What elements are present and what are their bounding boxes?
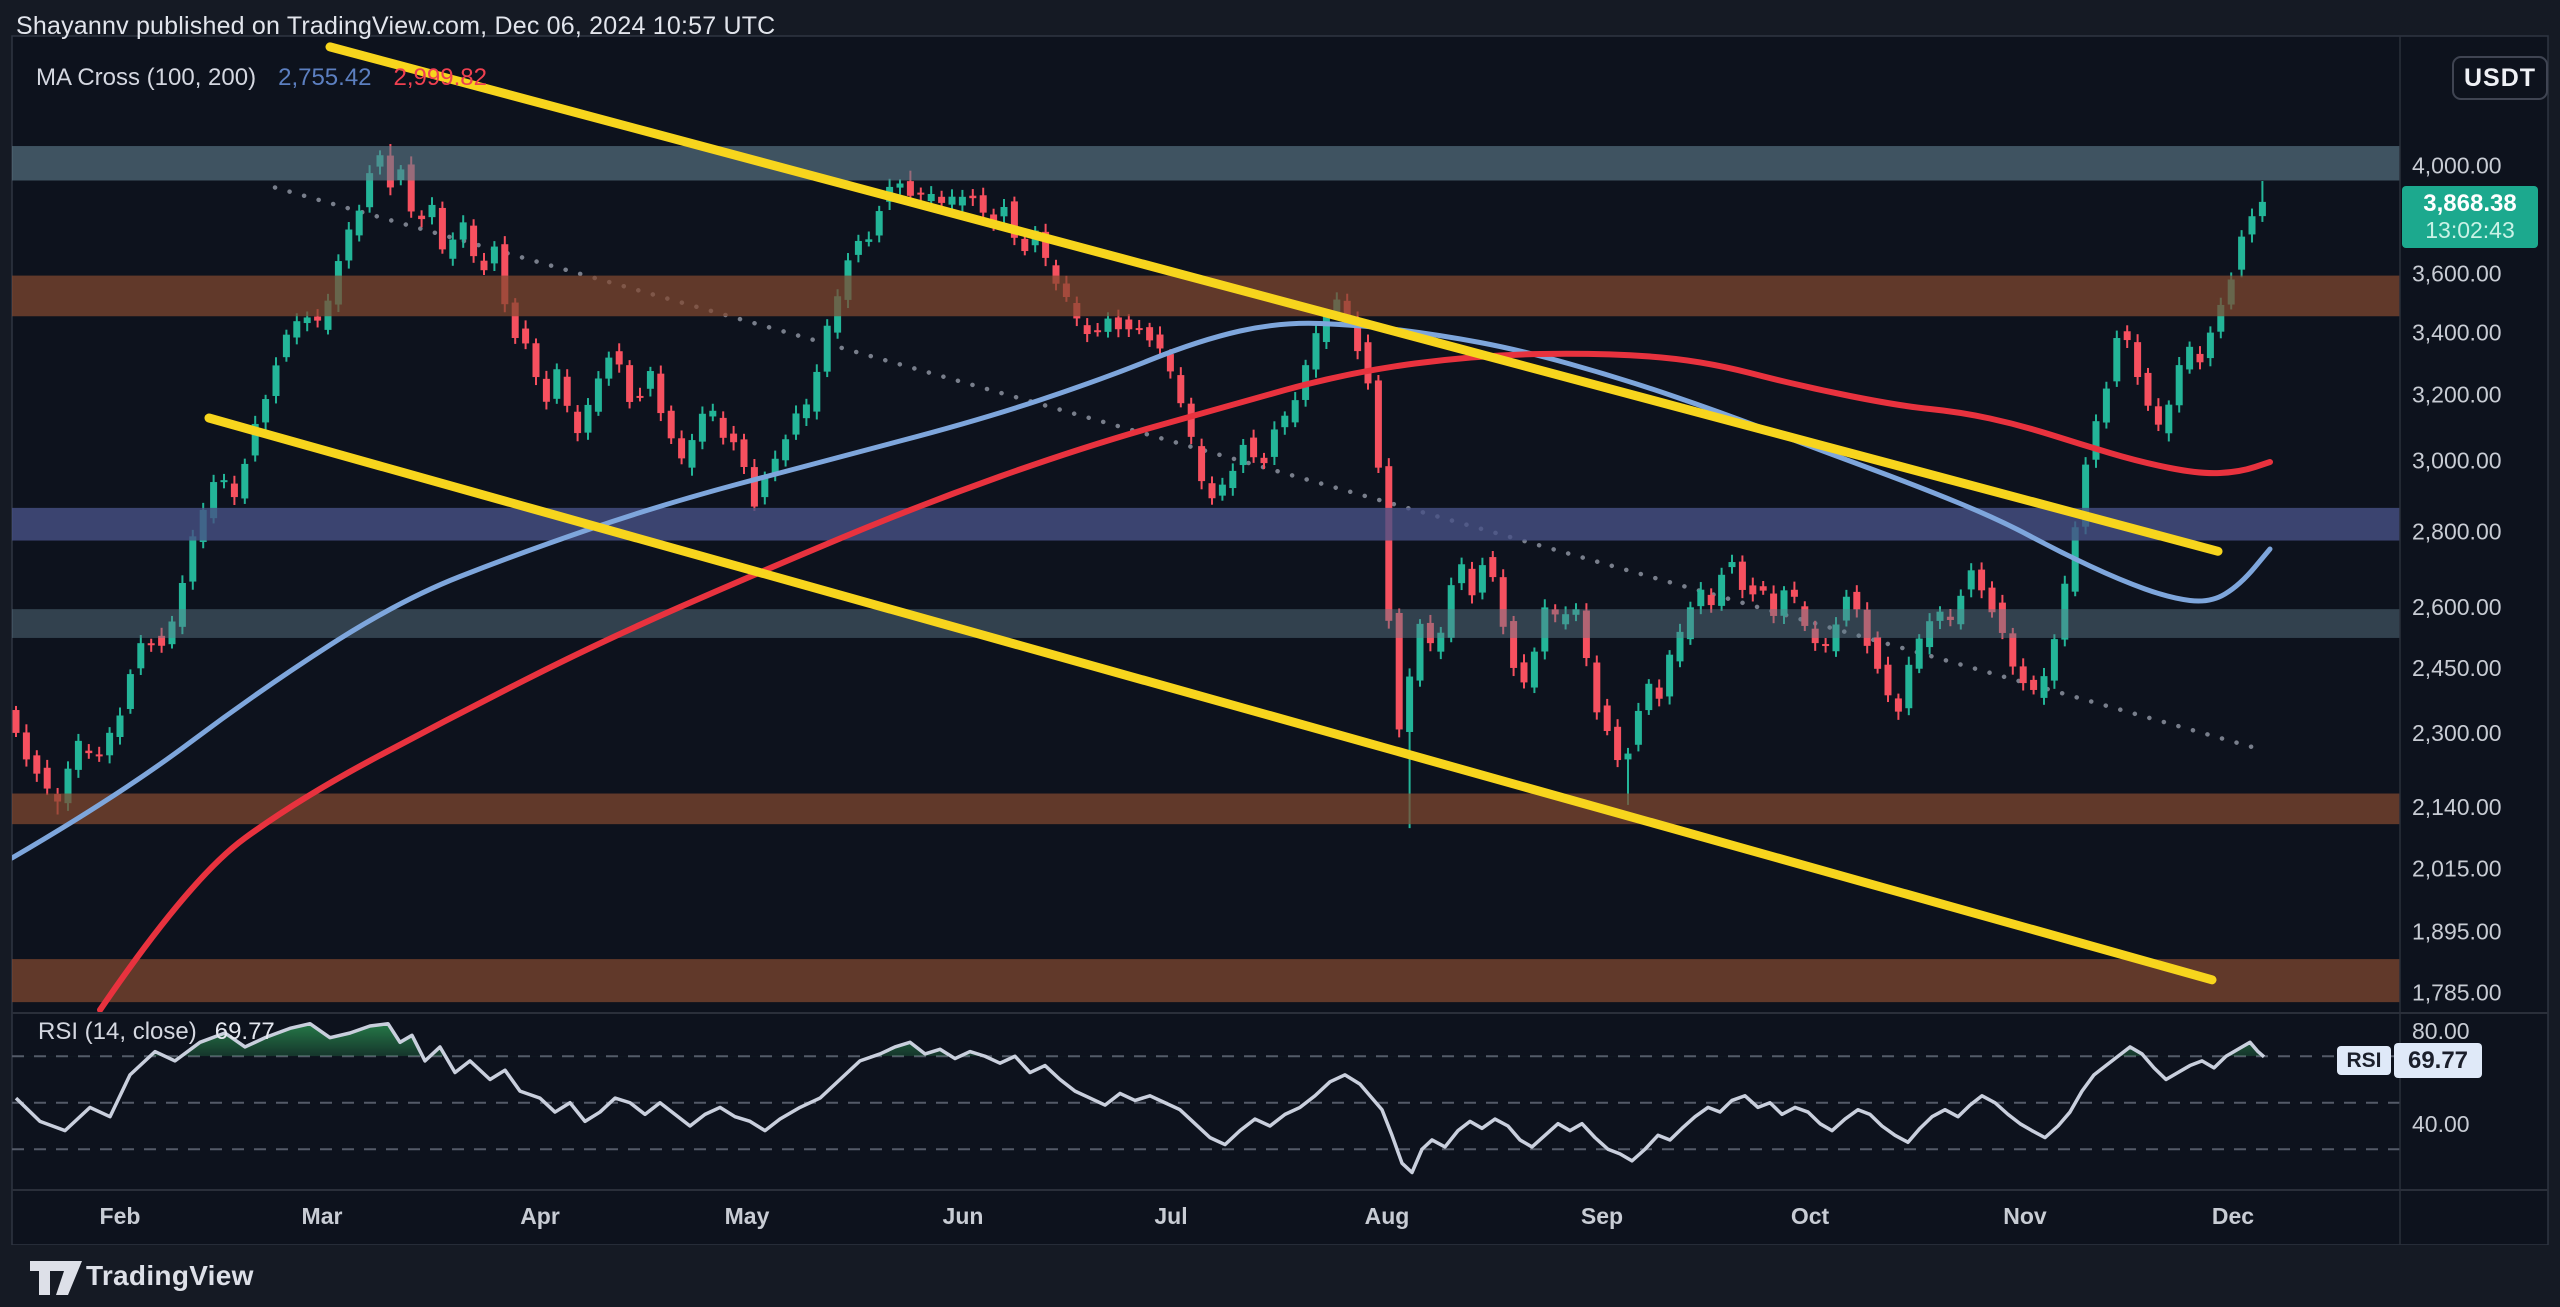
zone-level-2800[interactable] bbox=[12, 507, 2400, 541]
price-tick: 4,000.00 bbox=[2412, 153, 2502, 179]
month-label-Jul: Jul bbox=[1154, 1203, 1187, 1229]
last-price-value: 3,868.38 bbox=[2423, 190, 2517, 217]
price-tick: 2,450.00 bbox=[2412, 655, 2502, 681]
month-label-Oct: Oct bbox=[1791, 1203, 1830, 1229]
rsi-indicator-value: 69.77 bbox=[214, 1018, 275, 1045]
footer: TradingView bbox=[0, 1245, 2560, 1307]
zone-support-2140[interactable] bbox=[12, 793, 2400, 825]
month-label-Apr: Apr bbox=[520, 1203, 560, 1229]
channel-lower-trendline[interactable] bbox=[204, 413, 2217, 985]
month-label-Sep: Sep bbox=[1581, 1203, 1623, 1229]
month-label-Nov: Nov bbox=[2003, 1203, 2047, 1229]
month-label-Dec: Dec bbox=[2212, 1203, 2254, 1229]
price-tick: 2,015.00 bbox=[2412, 855, 2502, 881]
time-axis[interactable]: Feb Mar Apr May Jun Jul Aug Sep Oct Nov Dec bbox=[100, 1203, 2255, 1229]
price-tick: 2,300.00 bbox=[2412, 720, 2502, 746]
chart-frame bbox=[11, 35, 2549, 1246]
channel-upper-trendline[interactable] bbox=[325, 42, 2223, 556]
candle-countdown: 13:02:43 bbox=[2425, 217, 2515, 243]
price-axis[interactable]: 4,000.00 3,600.00 3,400.00 3,200.00 3,000.00… bbox=[2412, 153, 2502, 1137]
ma100-value: 2,755.42 bbox=[278, 64, 372, 91]
month-label-Aug: Aug bbox=[1365, 1203, 1410, 1229]
price-tick: 2,600.00 bbox=[2412, 594, 2502, 620]
quote-currency-button[interactable]: USDT bbox=[2452, 56, 2548, 100]
ma100-line[interactable] bbox=[12, 320, 2273, 861]
price-tick: 3,000.00 bbox=[2412, 448, 2502, 474]
rsi-overbought-fill bbox=[16, 1023, 2264, 1057]
price-tick: 3,600.00 bbox=[2412, 261, 2502, 287]
rsi-pane bbox=[12, 1021, 2400, 1175]
ma200-line[interactable] bbox=[97, 350, 2273, 1013]
tradingview-brand[interactable]: TradingView bbox=[86, 1260, 254, 1291]
rsi-indicator-label: RSI (14, close) bbox=[38, 1018, 197, 1045]
price-tick: 1,895.00 bbox=[2412, 918, 2502, 944]
rsi-line[interactable] bbox=[14, 1021, 2266, 1175]
ma-cross-label: MA Cross (100, 200) bbox=[36, 64, 257, 91]
price-tick: 2,800.00 bbox=[2412, 518, 2502, 544]
month-label-Mar: Mar bbox=[302, 1203, 343, 1229]
ma-cross-legend[interactable]: MA Cross (100, 200) 2,755.42 2,999.82 bbox=[36, 64, 487, 92]
month-label-May: May bbox=[725, 1203, 770, 1229]
rsi-tick: 80.00 bbox=[2412, 1018, 2470, 1044]
rsi-axis-badge-label: RSI bbox=[2337, 1046, 2391, 1075]
price-tick: 3,400.00 bbox=[2412, 319, 2502, 345]
publish-header: Shayannv published on TradingView.com, D… bbox=[0, 0, 2560, 40]
published-line: Shayannv published on TradingView.com, D… bbox=[16, 12, 776, 40]
month-label-Feb: Feb bbox=[100, 1203, 141, 1229]
zone-support-1785[interactable] bbox=[12, 959, 2400, 1003]
price-tick: 3,200.00 bbox=[2412, 381, 2502, 407]
price-tick: 1,785.00 bbox=[2412, 980, 2502, 1006]
candles bbox=[12, 144, 2266, 829]
zone-level-2560[interactable] bbox=[12, 609, 2400, 638]
tradingview-logo-icon[interactable] bbox=[30, 1259, 82, 1299]
rsi-tick: 40.00 bbox=[2412, 1111, 2470, 1137]
last-price-badge: 3,868.38 13:02:43 bbox=[2402, 186, 2538, 248]
rsi-legend[interactable]: RSI (14, close) 69.77 bbox=[38, 1018, 275, 1046]
price-tick: 2,140.00 bbox=[2412, 794, 2502, 820]
month-label-Jun: Jun bbox=[943, 1203, 984, 1229]
rsi-axis-badge-value: 69.77 bbox=[2394, 1043, 2482, 1078]
zone-resistance-4000[interactable] bbox=[12, 146, 2400, 181]
ma200-value: 2,999.82 bbox=[393, 64, 487, 91]
price-pane bbox=[12, 42, 2400, 1013]
